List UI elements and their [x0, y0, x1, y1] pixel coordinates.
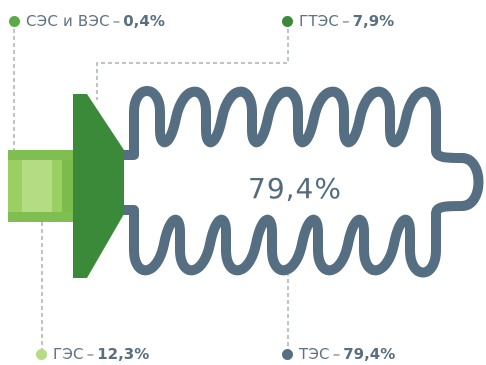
ges-segment-edge — [62, 150, 73, 222]
label-tes-sep: – — [332, 345, 341, 363]
label-gtes-sep: – — [342, 12, 350, 30]
label-tes-value: 79,4% — [343, 345, 396, 363]
tes-center-value: 79,4% — [248, 172, 342, 205]
label-ges: ГЭС –12,3% — [36, 345, 149, 363]
label-ses-ves: СЭС и ВЭС –0,4% — [9, 12, 165, 30]
tes-dot-icon — [282, 349, 293, 360]
gtes-segment — [73, 94, 124, 278]
leader-line-gtes — [96, 22, 289, 100]
label-gtes-name: ГТЭС — [299, 12, 340, 30]
ses-ves-dot-icon — [9, 16, 20, 27]
label-ses-ves-sep: – — [112, 12, 121, 30]
label-gtes-value: 7,9% — [352, 12, 395, 30]
ges-segment-highlight — [22, 150, 52, 222]
label-ses-ves-name: СЭС и ВЭС — [26, 12, 110, 30]
label-gtes: ГТЭС –7,9% — [282, 12, 394, 30]
label-ges-sep: – — [86, 345, 95, 363]
gtes-dot-icon — [282, 16, 293, 27]
label-ges-value: 12,3% — [97, 345, 150, 363]
ges-dot-icon — [36, 349, 47, 360]
ges-segment-band-bottom — [8, 212, 72, 222]
ges-segment-band — [8, 150, 72, 160]
label-ges-name: ГЭС — [53, 345, 84, 363]
tes-coil-shape — [115, 86, 484, 278]
label-ses-ves-value: 0,4% — [123, 12, 165, 30]
label-tes: ТЭС –79,4% — [282, 345, 395, 363]
label-tes-name: ТЭС — [299, 345, 330, 363]
